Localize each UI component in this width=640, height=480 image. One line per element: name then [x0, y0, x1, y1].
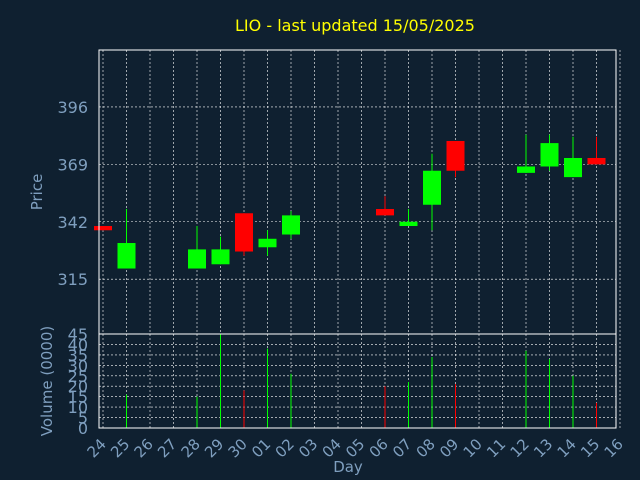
price-tick-label: 342	[57, 213, 88, 232]
volume-tick-label: 5	[78, 409, 88, 428]
candle-body	[258, 238, 277, 248]
candle-body	[211, 249, 230, 265]
candle-body	[587, 157, 606, 165]
volume-tick-label: 20	[68, 377, 88, 396]
volume-tick-label: 25	[68, 367, 88, 386]
candle-body	[423, 170, 441, 205]
candle-body	[399, 221, 418, 227]
candles	[94, 134, 606, 269]
candle-body	[564, 157, 582, 178]
candle-body	[282, 215, 300, 235]
volume-panel-frame	[98, 333, 617, 429]
price-tick-label: 369	[57, 155, 88, 174]
volume-tick-label: 45	[68, 325, 88, 344]
price-tick-label: 315	[57, 270, 88, 289]
volume-tick-label: 0	[78, 419, 88, 438]
candle-body	[446, 140, 465, 171]
candle-body	[188, 249, 206, 269]
volume-axis-label: Volume (0000)	[38, 326, 56, 436]
candle-body	[517, 166, 535, 173]
price-tick-labels: 315 342 369 396	[57, 98, 88, 289]
price-axis-label: Price	[28, 174, 46, 211]
price-grid	[99, 50, 621, 334]
volume-tick-label: 40	[68, 335, 88, 354]
volume-bars	[126, 334, 597, 428]
candle-body	[376, 209, 394, 216]
volume-tick-label: 30	[68, 356, 88, 375]
chart-title: LIO - last updated 15/05/2025	[235, 16, 475, 35]
price-tick-label: 396	[57, 98, 88, 117]
x-axis-label: Day	[333, 458, 363, 476]
volume-tick-label: 10	[68, 398, 88, 417]
candle-body	[117, 243, 136, 269]
volume-tick-label: 15	[68, 388, 88, 407]
candle-body	[235, 213, 253, 252]
candle-body	[540, 143, 559, 167]
candle-body	[94, 226, 112, 231]
volume-tick-label: 35	[68, 346, 88, 365]
